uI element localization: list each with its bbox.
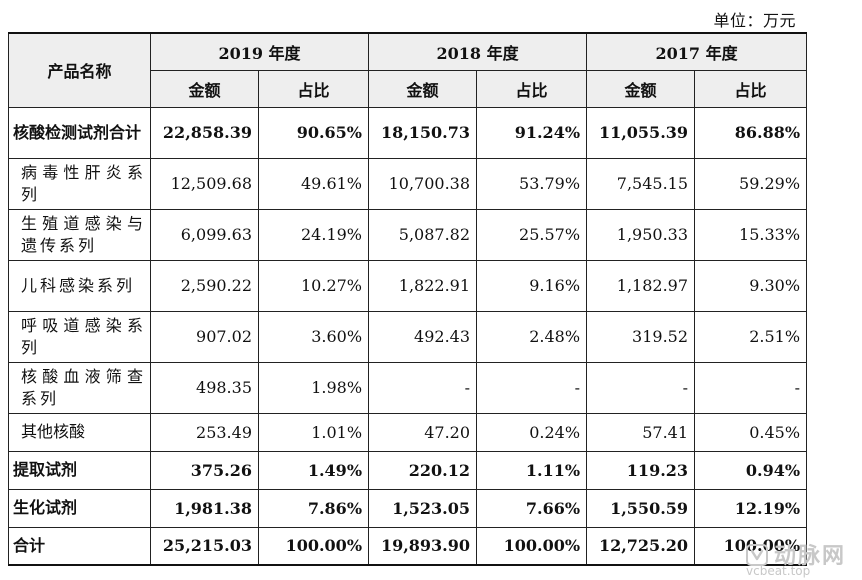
table-row: 儿科感染系列 2,590.22 10.27% 1,822.91 9.16% 1,… bbox=[8, 259, 808, 312]
header-row-metrics: 金额 占比 金额 占比 金额 占比 bbox=[9, 69, 808, 108]
watermark-url: vcbeat.top bbox=[746, 564, 811, 578]
table-row: 生殖道感染与遗传系列 6,099.63 24.19% 5,087.82 25.5… bbox=[8, 208, 808, 261]
header-row-years: 产品名称 2019 年度 2018 年度 2017 年度 bbox=[8, 32, 808, 108]
amount-2018: 47.20 bbox=[368, 412, 478, 452]
amount-2017: 119.23 bbox=[586, 450, 696, 490]
table-row: 病毒性肝炎系列 12,509.68 49.61% 10,700.38 53.79… bbox=[8, 157, 808, 210]
amount-2018: 220.12 bbox=[368, 450, 478, 490]
header-amount: 金额 bbox=[150, 69, 259, 108]
amount-2017: - bbox=[586, 361, 696, 414]
amount-2019: 1,981.38 bbox=[150, 488, 259, 528]
amount-2019: 12,509.68 bbox=[150, 157, 259, 210]
amount-2018: 10,700.38 bbox=[368, 157, 478, 210]
ratio-2019: 7.86% bbox=[257, 488, 370, 528]
header-product-name: 产品名称 bbox=[8, 32, 151, 108]
row-name: 核酸检测试剂合计 bbox=[8, 106, 151, 159]
ratio-2019: 49.61% bbox=[257, 157, 370, 210]
ratio-2019: 3.60% bbox=[257, 310, 370, 363]
row-name: 合计 bbox=[8, 526, 151, 566]
revenue-table: 产品名称 2019 年度 2018 年度 2017 年度 金额 占比 金额 占比… bbox=[8, 32, 808, 566]
ratio-2018: 53.79% bbox=[476, 157, 588, 210]
ratio-2018: 0.24% bbox=[476, 412, 588, 452]
table-row: 其他核酸 253.49 1.01% 47.20 0.24% 57.41 0.45… bbox=[8, 412, 808, 452]
ratio-2019: 1.01% bbox=[257, 412, 370, 452]
row-name: 提取试剂 bbox=[8, 450, 151, 490]
ratio-2017: - bbox=[694, 361, 808, 414]
ratio-2019: 100.00% bbox=[257, 526, 370, 566]
ratio-2019: 24.19% bbox=[257, 208, 370, 261]
amount-2017: 1,182.97 bbox=[586, 259, 696, 312]
amount-2017: 11,055.39 bbox=[586, 106, 696, 159]
ratio-2018: 7.66% bbox=[476, 488, 588, 528]
ratio-2018: 91.24% bbox=[476, 106, 588, 159]
ratio-2017: 12.19% bbox=[694, 488, 808, 528]
table-row: 呼吸道感染系列 907.02 3.60% 492.43 2.48% 319.52… bbox=[8, 310, 808, 363]
row-name: 呼吸道感染系列 bbox=[8, 310, 151, 363]
amount-2018: 1,523.05 bbox=[368, 488, 478, 528]
ratio-2018: 100.00% bbox=[476, 526, 588, 566]
header-ratio: 占比 bbox=[257, 69, 370, 108]
header-amount: 金额 bbox=[586, 69, 696, 108]
header-amount: 金额 bbox=[368, 69, 478, 108]
ratio-2017: 86.88% bbox=[694, 106, 808, 159]
ratio-2018: - bbox=[476, 361, 588, 414]
table-row: 核酸检测试剂合计 22,858.39 90.65% 18,150.73 91.2… bbox=[8, 106, 808, 159]
header-year-2017: 2017 年度 bbox=[586, 32, 808, 71]
row-name: 核酸血液筛查系列 bbox=[8, 361, 151, 414]
ratio-2017: 0.94% bbox=[694, 450, 808, 490]
amount-2019: 25,215.03 bbox=[150, 526, 259, 566]
table-row: 核酸血液筛查系列 498.35 1.98% - - - - bbox=[8, 361, 808, 414]
ratio-2018: 2.48% bbox=[476, 310, 588, 363]
amount-2018: 492.43 bbox=[368, 310, 478, 363]
header-year-2019: 2019 年度 bbox=[149, 32, 370, 71]
table-row-total: 合计 25,215.03 100.00% 19,893.90 100.00% 1… bbox=[8, 526, 808, 566]
ratio-2018: 25.57% bbox=[476, 208, 588, 261]
amount-2019: 498.35 bbox=[150, 361, 259, 414]
ratio-2017: 15.33% bbox=[694, 208, 808, 261]
ratio-2019: 10.27% bbox=[257, 259, 370, 312]
table-row: 提取试剂 375.26 1.49% 220.12 1.11% 119.23 0.… bbox=[8, 450, 808, 490]
row-name: 生化试剂 bbox=[8, 488, 151, 528]
header-ratio: 占比 bbox=[694, 69, 808, 108]
ratio-2017: 0.45% bbox=[694, 412, 808, 452]
amount-2018: 1,822.91 bbox=[368, 259, 478, 312]
table-row: 生化试剂 1,981.38 7.86% 1,523.05 7.66% 1,550… bbox=[8, 488, 808, 528]
amount-2017: 319.52 bbox=[586, 310, 696, 363]
amount-2017: 12,725.20 bbox=[586, 526, 696, 566]
unit-label: 单位：万元 bbox=[713, 11, 796, 30]
amount-2018: - bbox=[368, 361, 478, 414]
amount-2019: 22,858.39 bbox=[150, 106, 259, 159]
amount-2018: 5,087.82 bbox=[368, 208, 478, 261]
amount-2017: 1,550.59 bbox=[586, 488, 696, 528]
ratio-2019: 90.65% bbox=[257, 106, 370, 159]
ratio-2017: 2.51% bbox=[694, 310, 808, 363]
ratio-2018: 1.11% bbox=[476, 450, 588, 490]
row-name: 其他核酸 bbox=[8, 412, 151, 452]
row-name: 病毒性肝炎系列 bbox=[8, 157, 151, 210]
amount-2019: 907.02 bbox=[150, 310, 259, 363]
amount-2018: 19,893.90 bbox=[368, 526, 478, 566]
amount-2019: 2,590.22 bbox=[150, 259, 259, 312]
amount-2019: 6,099.63 bbox=[150, 208, 259, 261]
amount-2019: 253.49 bbox=[150, 412, 259, 452]
amount-2019: 375.26 bbox=[150, 450, 259, 490]
ratio-2019: 1.49% bbox=[257, 450, 370, 490]
ratio-2018: 9.16% bbox=[476, 259, 588, 312]
ratio-2019: 1.98% bbox=[257, 361, 370, 414]
row-name: 儿科感染系列 bbox=[8, 259, 151, 312]
header-year-2018: 2018 年度 bbox=[368, 32, 588, 71]
header-ratio: 占比 bbox=[476, 69, 588, 108]
amount-2017: 7,545.15 bbox=[586, 157, 696, 210]
ratio-2017: 9.30% bbox=[694, 259, 808, 312]
amount-2017: 1,950.33 bbox=[586, 208, 696, 261]
ratio-2017: 59.29% bbox=[694, 157, 808, 210]
ratio-2017: 100.00% bbox=[694, 526, 808, 566]
row-name: 生殖道感染与遗传系列 bbox=[8, 208, 151, 261]
amount-2017: 57.41 bbox=[586, 412, 696, 452]
amount-2018: 18,150.73 bbox=[368, 106, 478, 159]
